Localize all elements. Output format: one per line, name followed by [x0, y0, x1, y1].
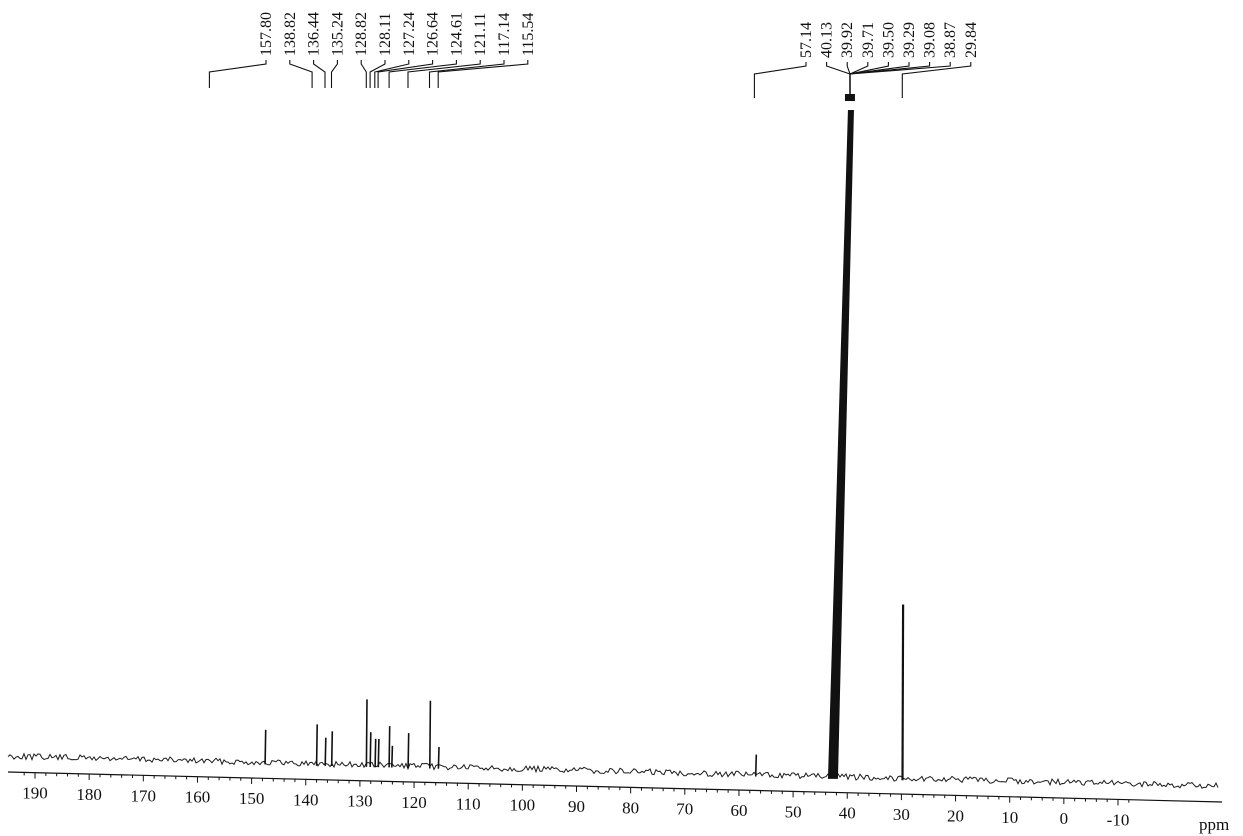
x-tick-label: 170: [131, 786, 157, 805]
peak-5: [369, 732, 372, 768]
x-tick-label: 20: [947, 806, 964, 825]
x-tick-label: 10: [1001, 808, 1018, 827]
x-tick-label: 30: [893, 805, 910, 824]
peak-leader-line: [428, 60, 505, 88]
peak-shift-label: 128.11: [377, 13, 394, 56]
x-tick-label: 80: [622, 798, 639, 817]
x-tick-label: 0: [1060, 809, 1069, 828]
peak-shift-label: 121.11: [472, 13, 489, 56]
x-tick-label: 110: [456, 794, 481, 813]
x-axis: [7, 771, 1223, 803]
x-tick-label: 50: [785, 802, 802, 821]
peak-10: [407, 733, 410, 768]
peak-leader-line: [289, 60, 313, 88]
peak-leader-line: [313, 60, 326, 88]
peak-3: [330, 731, 334, 767]
x-tick-label: 130: [347, 792, 373, 811]
peak-leader-line: [901, 62, 972, 98]
peak-shift-label: 128.82: [353, 12, 370, 56]
peak-15: [901, 604, 905, 781]
peak-shift-label: 40.13: [819, 22, 836, 58]
x-tick-label: 60: [730, 801, 747, 820]
peak-shift-label: 57.14: [798, 22, 815, 58]
peak-shift-label: 39.71: [860, 22, 877, 58]
peak-11: [429, 700, 432, 769]
spectrum-peaks: [264, 110, 905, 781]
peak-leader-line: [849, 62, 931, 98]
peak-13: [754, 754, 758, 777]
x-tick-label: 100: [510, 796, 536, 815]
peak-leader-line: [849, 62, 889, 98]
x-tick-label: 140: [293, 790, 319, 809]
peak-shift-label: 157.80: [258, 12, 275, 56]
peak-shift-label: 126.64: [425, 12, 442, 56]
peak-shift-label: 117.14: [496, 13, 513, 56]
peak-shift-label: 39.92: [839, 22, 856, 58]
x-axis-line: [7, 771, 1223, 803]
peak-shift-label: 136.44: [306, 12, 323, 56]
x-tick-label: 120: [401, 793, 427, 812]
peak-1: [315, 724, 318, 766]
x-tick-label: 180: [76, 785, 102, 804]
peak-leader-line: [753, 62, 807, 98]
peak-4: [365, 699, 368, 767]
peak-shift-label: 39.08: [922, 22, 939, 58]
peak-shift-label: 115.54: [520, 13, 537, 56]
peak-6: [374, 738, 377, 768]
peak-shift-label: 29.84: [963, 22, 980, 58]
peak-9: [391, 745, 394, 768]
x-axis-ticks: 190 180 170 160 150 140 130 120 110 100 90 80 70 60 50…: [22, 772, 1129, 829]
peak-0: [264, 729, 267, 765]
x-axis-unit-label: ppm: [1199, 815, 1229, 834]
peak-leader-line: [849, 62, 869, 98]
x-tick-label: 160: [185, 788, 211, 807]
peak-leader-line: [849, 62, 951, 98]
peak-leader-line: [330, 60, 338, 88]
peak-shift-label: 135.24: [329, 12, 346, 56]
leader-convergence-marker: [844, 94, 855, 101]
spectrum-baseline: [7, 752, 1219, 789]
peak-shift-label: 39.50: [880, 22, 897, 58]
x-tick-label: 70: [676, 800, 693, 819]
peak-leader-line: [360, 60, 367, 88]
peak-shift-label: 39.29: [901, 22, 918, 58]
x-tick-label: 90: [568, 797, 585, 816]
peak-leader-line: [208, 60, 267, 88]
peak-leader-line: [377, 60, 434, 88]
peak-leader-line: [374, 60, 410, 88]
x-tick-label: -10: [1107, 810, 1130, 829]
peak-8: [388, 726, 391, 768]
peak-leader-line: [388, 60, 457, 88]
x-tick-label: 190: [22, 784, 48, 803]
peak-shift-label: 38.87: [942, 22, 959, 58]
peak-leader-line: [369, 60, 386, 88]
x-tick-label: 150: [239, 789, 265, 808]
spectrum-noise-trace: [7, 752, 1219, 789]
peak-shift-label: 138.82: [282, 12, 299, 56]
peak-2: [324, 737, 327, 766]
peak-leader-line: [826, 62, 851, 98]
peak-shift-label: 124.61: [448, 12, 465, 56]
peak-14: [827, 110, 854, 779]
peak-leader-line: [437, 60, 529, 88]
peak-shift-label: 127.24: [401, 12, 418, 56]
peak-12: [437, 746, 440, 769]
peak-annotations: 157.80 138.82 136.44 135.24 128.82 128.11 127.…: [208, 12, 980, 101]
x-tick-label: 40: [839, 804, 856, 823]
peak-7: [377, 738, 380, 768]
peak-leader-line: [407, 60, 481, 88]
